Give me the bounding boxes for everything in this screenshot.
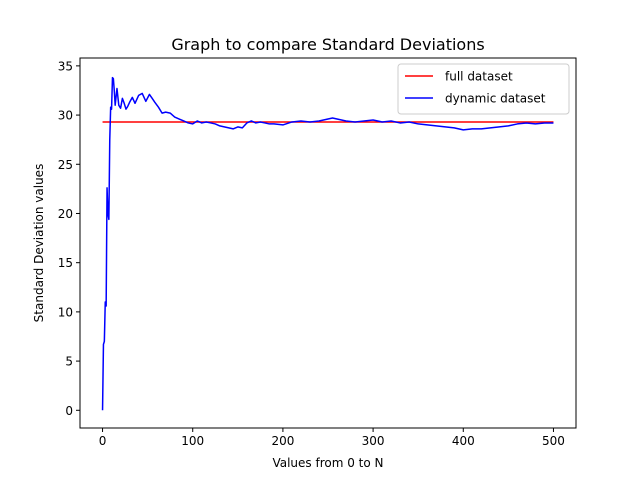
y-tick-label: 25 [58, 158, 73, 172]
y-tick-label: 30 [58, 109, 73, 123]
x-tick-label: 200 [271, 434, 294, 448]
y-tick-label: 15 [58, 256, 73, 270]
chart-title: Graph to compare Standard Deviations [171, 35, 484, 54]
x-tick-label: 0 [99, 434, 107, 448]
y-tick-label: 0 [65, 404, 73, 418]
x-tick-label: 400 [452, 434, 475, 448]
x-tick-label: 100 [181, 434, 204, 448]
legend-label-dynamic-dataset: dynamic dataset [445, 92, 546, 106]
y-tick-label: 35 [58, 59, 73, 73]
plot-area [101, 76, 554, 411]
series-line-dynamic-dataset [101, 76, 554, 411]
x-tick-label: 300 [362, 434, 385, 448]
y-tick-label: 20 [58, 207, 73, 221]
x-tick-label: 500 [542, 434, 565, 448]
x-axis-label: Values from 0 to N [272, 456, 383, 470]
legend-box [397, 63, 570, 115]
y-tick-label: 10 [58, 305, 73, 319]
plot-frame [79, 57, 577, 429]
legend-label-full-dataset: full dataset [445, 70, 513, 84]
legend: full dataset dynamic dataset [397, 63, 570, 115]
y-tick-label: 5 [65, 355, 73, 369]
y-axis-label: Standard Deviation values [32, 164, 46, 323]
axis-ticks: 0 100 200 300 400 500 0 5 10 15 20 25 30 35 [58, 59, 565, 448]
